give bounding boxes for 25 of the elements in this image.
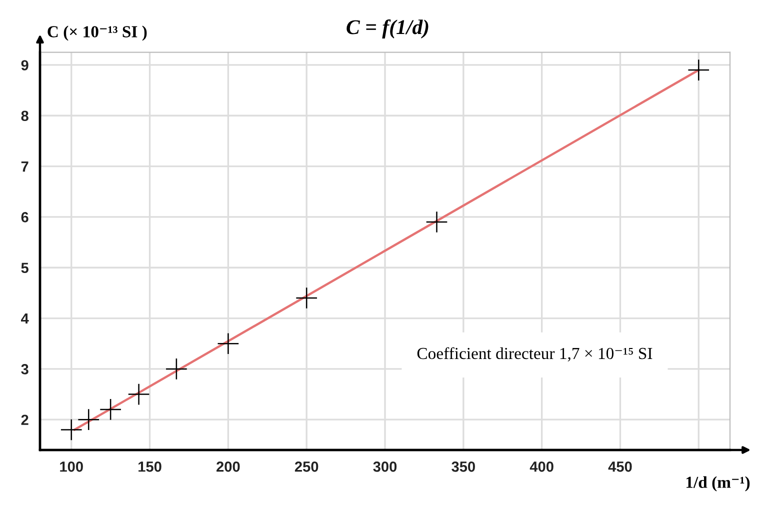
x-tick-label: 150 — [138, 461, 162, 472]
point — [128, 384, 150, 405]
x-tick-label: 350 — [452, 461, 475, 472]
y-tick-label: 8 — [21, 110, 28, 122]
point — [218, 333, 239, 354]
chart-title: C = f(1/d) — [346, 19, 428, 38]
point — [60, 419, 82, 440]
x-axis-title: 1/d (m⁻¹) — [686, 476, 750, 492]
point — [426, 212, 448, 232]
x-tick-label: 100 — [60, 461, 83, 472]
y-tick-label: 7 — [21, 162, 28, 172]
x-tick-label: 200 — [216, 461, 240, 472]
x-tick-label: 450 — [608, 461, 632, 472]
y-tick-label: 6 — [21, 212, 28, 222]
annotation: Coefficient directeur 1,7 × 10⁻¹⁵ SI — [417, 347, 652, 362]
y-tick-label: 5 — [21, 262, 28, 274]
point — [688, 60, 710, 80]
y-tick-label: 4 — [21, 314, 29, 324]
x-tick-label: 250 — [294, 461, 318, 472]
y-tick-label: 2 — [21, 414, 28, 425]
x-tick-label: 400 — [530, 461, 554, 472]
y-tick-label: 9 — [21, 60, 28, 70]
x-tick-label: 300 — [373, 461, 397, 472]
y-tick-label: 3 — [21, 364, 28, 374]
y-axis-title: C (× 10⁻¹³ SI ) — [48, 26, 147, 41]
